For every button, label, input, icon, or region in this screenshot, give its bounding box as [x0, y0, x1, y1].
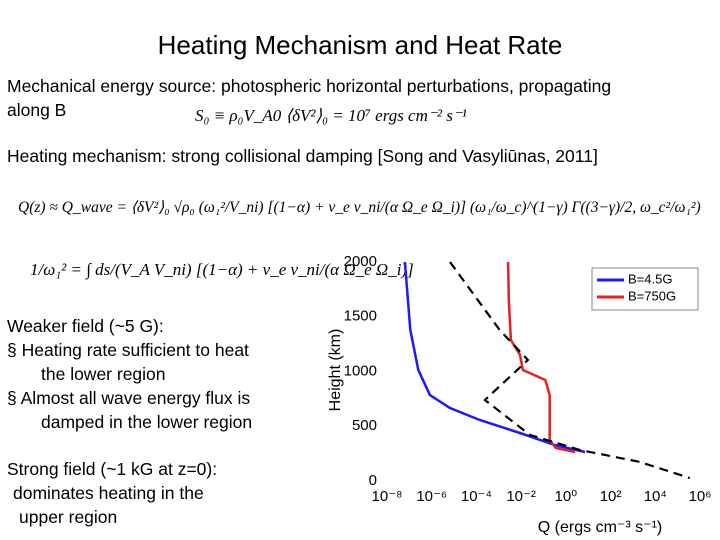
text-line: upper region [19, 507, 118, 527]
x-tick-label: 10² [600, 488, 622, 505]
equation: Q(z) ≈ Q_wave = ⟨δV²⟩₀ √ρ₀ (ω₁²/V_ni) [(… [18, 199, 701, 216]
legend-label: B=750G [628, 288, 676, 303]
text-line: Weaker field (~5 G): [7, 316, 164, 336]
y-tick-label: 1500 [344, 308, 377, 325]
x-tick-label: 10⁰ [555, 488, 578, 505]
x-tick-label: 10⁻⁶ [416, 488, 447, 505]
legend-box [591, 267, 699, 311]
chart: Height (km) Q (ergs cm⁻³ s⁻¹) 0 500 1000 15… [327, 253, 712, 536]
y-tick-label: 500 [352, 417, 377, 434]
text-line: the lower region [41, 364, 166, 384]
line-series [506, 261, 576, 454]
dashed-line [449, 261, 691, 480]
text-line: dominates heating in the [13, 483, 204, 503]
equation: S₀ ≡ ρ₀V_A0 ⟨δV²⟩₀ = 10⁷ ergs cm⁻² s⁻¹ [195, 106, 467, 125]
x-tick-label: 10⁻⁸ [372, 488, 403, 505]
x-axis-label: Q (ergs cm⁻³ s⁻¹) [538, 519, 662, 536]
text-line: damped in the lower region [41, 412, 253, 432]
x-tick-label: 10⁻² [506, 488, 536, 505]
text-line: Mechanical energy source: photospheric h… [7, 76, 612, 96]
text-line: § Heating rate sufficient to heat [7, 340, 249, 360]
y-tick-label: 2000 [344, 253, 377, 270]
x-tick-label: 10⁴ [644, 488, 667, 505]
x-tick-label: 10⁻⁴ [461, 488, 492, 505]
y-tick-label: 0 [369, 472, 377, 489]
text-line: § Almost all wave energy flux is [7, 388, 251, 408]
legend-label: B=4.5G [628, 271, 672, 286]
text-line: Strong field (~1 kG at z=0): [7, 459, 218, 479]
y-axis-label: Height (km) [327, 329, 344, 412]
equation: 1/ω₁² = ∫ ds/(V_A V_ni) [(1−α) + ν_e ν_n… [30, 260, 414, 279]
y-tick-label: 1000 [344, 362, 377, 379]
text-line: along B [7, 100, 67, 120]
line-series [403, 261, 586, 454]
slide-title: Heating Mechanism and Heat Rate [157, 30, 563, 60]
text-line: Heating mechanism: strong collisional da… [7, 146, 598, 166]
x-tick-label: 10⁶ [689, 488, 712, 505]
